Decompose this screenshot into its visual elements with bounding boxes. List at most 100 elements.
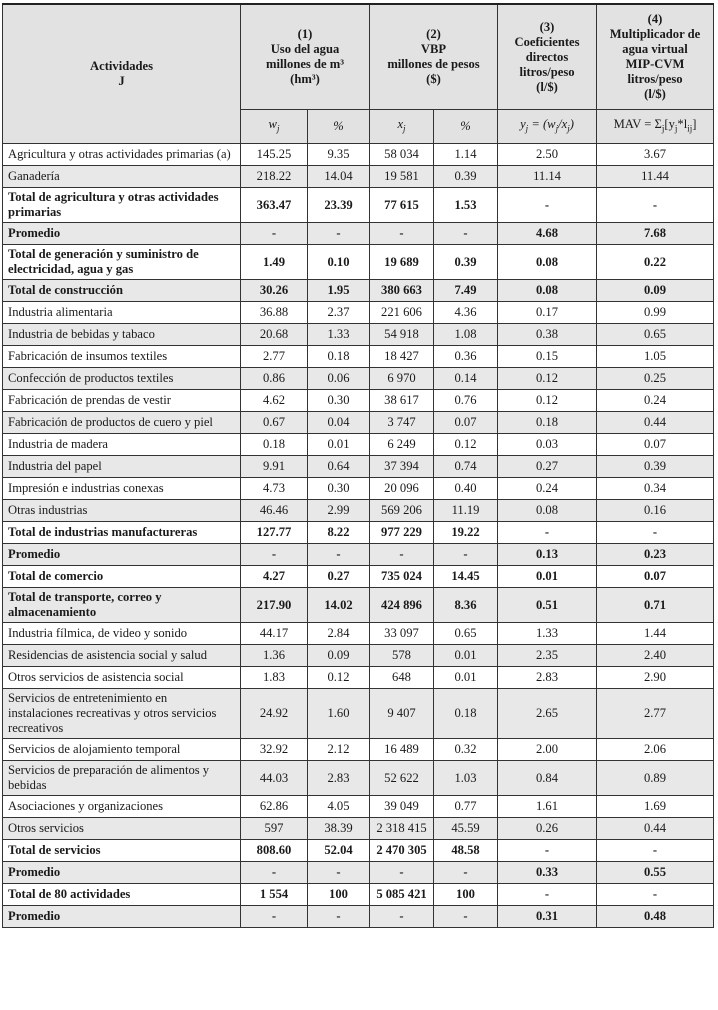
activity-label: Industria fílmica, de video y sonido bbox=[2, 622, 241, 645]
activity-label: Confección de productos textiles bbox=[2, 367, 241, 390]
water-use-pct: 1.33 bbox=[307, 323, 370, 346]
header-activities: Actividades J bbox=[2, 3, 241, 144]
table-row: Promedio - - - -4.68 7.68 bbox=[2, 222, 714, 245]
water-use-pct: 14.04 bbox=[307, 165, 370, 188]
virtual-water-multiplier: - bbox=[596, 521, 714, 544]
table-row: Total de generación y suministro de elec… bbox=[2, 244, 714, 280]
vbp-pct: - bbox=[433, 861, 498, 884]
header-line: (3) bbox=[539, 19, 555, 34]
water-use-pct: 2.37 bbox=[307, 301, 370, 324]
activity-label: Total de construcción bbox=[2, 279, 241, 302]
header-virtual-water-multiplier: (4) Multiplicador de agua virtual MIP-CVM li… bbox=[596, 3, 714, 110]
virtual-water-multiplier: 0.44 bbox=[596, 411, 714, 434]
vbp-pct: 1.03 bbox=[433, 760, 498, 796]
water-use-pct: 0.04 bbox=[307, 411, 370, 434]
direct-coefficient: 0.27 bbox=[497, 455, 597, 478]
activity-label: Agricultura y otras actividades primaria… bbox=[2, 143, 241, 166]
direct-coefficient: - bbox=[497, 883, 597, 906]
water-use-pct: 0.01 bbox=[307, 433, 370, 456]
water-use-table: Actividades J (1) Uso del agua millones de … bbox=[2, 3, 714, 928]
virtual-water-multiplier: 2.06 bbox=[596, 738, 714, 761]
water-use-value: 44.17 bbox=[240, 622, 308, 645]
direct-coefficient: - bbox=[497, 839, 597, 862]
table-row: Servicios de preparación de alimentos y … bbox=[2, 760, 714, 796]
water-use-value: 1.36 bbox=[240, 644, 308, 667]
direct-coefficient: 4.68 bbox=[497, 222, 597, 245]
vbp-pct: 0.39 bbox=[433, 244, 498, 280]
formula-subscript: j bbox=[555, 123, 559, 134]
table-row: Total de agricultura y otras actividades… bbox=[2, 187, 714, 223]
direct-coefficient: 0.31 bbox=[497, 905, 597, 928]
direct-coefficient: 0.08 bbox=[497, 499, 597, 522]
vbp-value: 38 617 bbox=[369, 389, 434, 412]
table-row: Industria alimentaria 36.88 2.37 221 606 4.3… bbox=[2, 301, 714, 324]
water-use-value: 4.62 bbox=[240, 389, 308, 412]
water-use-value: 9.91 bbox=[240, 455, 308, 478]
header-line: agua virtual bbox=[622, 42, 688, 56]
table-row: Promedio - - - -0.33 0.55 bbox=[2, 861, 714, 884]
table-row: Total de transporte, correo y almacenami… bbox=[2, 587, 714, 623]
vbp-pct: 0.07 bbox=[433, 411, 498, 434]
activity-label: Total de generación y suministro de elec… bbox=[2, 244, 241, 280]
water-use-pct: 38.39 bbox=[307, 817, 370, 840]
virtual-water-multiplier: 0.07 bbox=[596, 433, 714, 456]
virtual-water-multiplier: - bbox=[596, 187, 714, 223]
direct-coefficient: 11.14 bbox=[497, 165, 597, 188]
water-use-pct: 8.22 bbox=[307, 521, 370, 544]
formula-text: y bbox=[520, 116, 526, 131]
activity-label: Total de industrias manufactureras bbox=[2, 521, 241, 544]
vbp-value: 16 489 bbox=[369, 738, 434, 761]
activity-label: Servicios de entretenimiento en instalac… bbox=[2, 688, 241, 739]
water-use-pct: - bbox=[307, 861, 370, 884]
vbp-pct: 1.14 bbox=[433, 143, 498, 166]
vbp-value: 735 024 bbox=[369, 565, 434, 588]
formula-text: [y bbox=[664, 116, 675, 131]
activity-label: Industria del papel bbox=[2, 455, 241, 478]
header-line: MIP-CVM bbox=[625, 57, 685, 71]
water-use-pct: 1.95 bbox=[307, 279, 370, 302]
header-line: J bbox=[118, 74, 125, 88]
water-use-pct: 100 bbox=[307, 883, 370, 906]
vbp-value: 9 407 bbox=[369, 688, 434, 739]
virtual-water-multiplier: 0.22 bbox=[596, 244, 714, 280]
vbp-pct: 0.39 bbox=[433, 165, 498, 188]
vbp-value: 6 970 bbox=[369, 367, 434, 390]
vbp-pct: 1.08 bbox=[433, 323, 498, 346]
table-row: Servicios de alojamiento temporal 32.92 2.… bbox=[2, 738, 714, 761]
activity-label: Industria de madera bbox=[2, 433, 241, 456]
virtual-water-multiplier: 0.09 bbox=[596, 279, 714, 302]
table-row: Otros servicios 597 38.39 2 318 415 45.59 0.2… bbox=[2, 817, 714, 840]
direct-coefficient: 2.83 bbox=[497, 666, 597, 689]
header-line: Uso del agua bbox=[270, 42, 340, 56]
header-line: (4) bbox=[647, 12, 663, 26]
virtual-water-multiplier: 0.55 bbox=[596, 861, 714, 884]
vbp-value: 20 096 bbox=[369, 477, 434, 500]
virtual-water-multiplier: 0.48 bbox=[596, 905, 714, 928]
table-row: Promedio - - - -0.31 0.48 bbox=[2, 905, 714, 928]
formula-text: ] bbox=[692, 116, 697, 131]
direct-coefficient: 0.08 bbox=[497, 244, 597, 280]
direct-coefficient: 0.17 bbox=[497, 301, 597, 324]
subheader-pct-vbp: % bbox=[433, 109, 498, 144]
activity-label: Promedio bbox=[2, 222, 241, 245]
direct-coefficient: 0.51 bbox=[497, 587, 597, 623]
water-use-pct: 4.05 bbox=[307, 795, 370, 818]
table-row: Total de comercio 4.27 0.27 735 024 14.45 0.0… bbox=[2, 565, 714, 588]
water-use-value: 2.77 bbox=[240, 345, 308, 368]
virtual-water-multiplier: 1.69 bbox=[596, 795, 714, 818]
table-row: Otros servicios de asistencia social 1.83… bbox=[2, 666, 714, 689]
formula-subscript: j bbox=[403, 123, 406, 134]
direct-coefficient: 0.15 bbox=[497, 345, 597, 368]
header-line: VBP bbox=[420, 42, 447, 56]
vbp-pct: 7.49 bbox=[433, 279, 498, 302]
water-use-pct: 2.84 bbox=[307, 622, 370, 645]
table-row: Fabricación de insumos textiles 2.77 0.18 1… bbox=[2, 345, 714, 368]
water-use-pct: 0.18 bbox=[307, 345, 370, 368]
vbp-pct: 0.77 bbox=[433, 795, 498, 818]
virtual-water-multiplier: 0.16 bbox=[596, 499, 714, 522]
water-use-value: 4.73 bbox=[240, 477, 308, 500]
water-use-value: 1.83 bbox=[240, 666, 308, 689]
activity-label: Ganadería bbox=[2, 165, 241, 188]
direct-coefficient: 0.24 bbox=[497, 477, 597, 500]
direct-coefficient: 2.50 bbox=[497, 143, 597, 166]
